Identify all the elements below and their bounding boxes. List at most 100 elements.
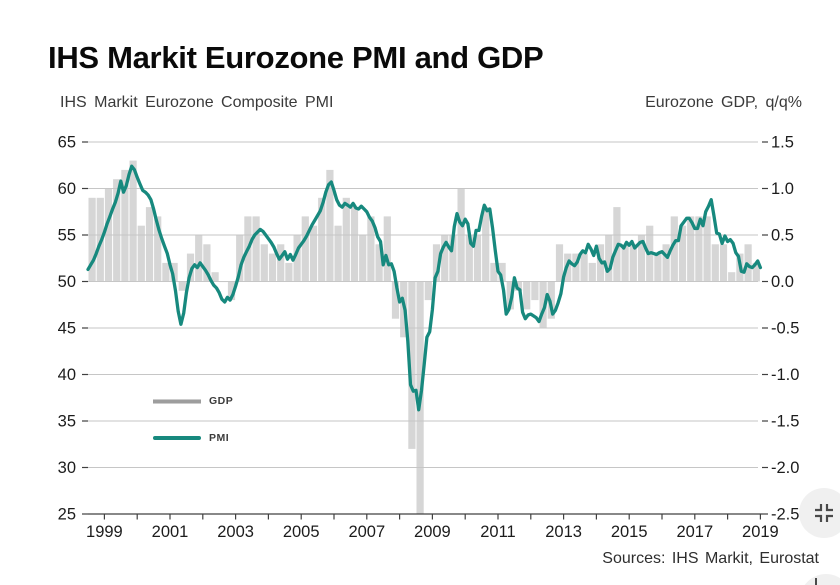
gdp-bar (285, 262, 293, 282)
y-left-tick-label: 45 (58, 320, 76, 338)
gdp-bar (227, 281, 236, 301)
gdp-bar (162, 262, 170, 282)
gdp-bar (637, 235, 646, 282)
page-title: IHS Markit Eurozone PMI and GDP (48, 40, 544, 75)
gdp-bar (334, 225, 342, 282)
gdp-bar (318, 197, 326, 282)
gdp-bar (211, 272, 219, 282)
axis-labels: 65 60 55 50 45 40 35 30 25 1.5 1.0 0.5 0.0 -0.5 -1.0 -1… (58, 134, 800, 542)
secondary-action-button[interactable] (800, 574, 840, 585)
x-tick-label: 2017 (676, 523, 713, 541)
gdp-bar (145, 207, 154, 282)
sources-note: Sources: IHS Markit, Eurostat (602, 550, 819, 567)
gdp-bar (154, 216, 162, 282)
gdp-bar (523, 281, 531, 310)
x-tick-label: 2003 (217, 523, 254, 541)
y-left-tick-label: 40 (58, 366, 76, 384)
gdp-bar (482, 207, 490, 282)
x-tick-label: 2005 (283, 523, 320, 541)
x-tick-label: 2019 (742, 523, 779, 541)
y-right-tick-label: -2.0 (771, 459, 799, 477)
gdp-bar (252, 216, 260, 282)
x-tick-label: 2015 (611, 523, 648, 541)
gdp-bar (695, 216, 703, 282)
y-left-tick-label: 35 (58, 413, 76, 431)
gdp-bar (711, 244, 719, 282)
gdp-bar (236, 235, 244, 282)
gdp-bar (260, 244, 268, 282)
gdp-bar (531, 281, 539, 301)
gdp-bar (375, 244, 383, 282)
x-tick-label: 2013 (545, 523, 582, 541)
gdp-bar (670, 216, 678, 282)
gdp-bar (293, 235, 301, 282)
gdp-bar (391, 281, 400, 319)
gdp-bar (514, 281, 523, 291)
gdp-bar (137, 225, 145, 282)
gdp-bar (703, 216, 711, 282)
gdp-bar (621, 244, 629, 282)
left-axis-title: IHS Markit Eurozone Composite PMI (60, 94, 334, 111)
gdp-bar (678, 225, 687, 282)
gdp-bar (572, 253, 580, 282)
y-right-tick-label: -1.0 (771, 366, 799, 384)
gdp-bar (441, 235, 449, 282)
x-tick-label: 2001 (152, 523, 189, 541)
vertical-bar-icon (815, 578, 817, 585)
gdp-bar (555, 244, 564, 282)
x-tick-label: 1999 (86, 523, 123, 541)
pmi-legend-label: PMI (209, 432, 230, 444)
gdp-bar (350, 207, 359, 282)
gdp-bar (654, 253, 662, 282)
gdp-bar (465, 235, 473, 282)
y-right-tick-label: -1.5 (771, 413, 799, 431)
y-right-tick-label: -2.5 (771, 506, 799, 524)
x-tick-label: 2011 (480, 523, 515, 541)
y-right-tick-label: 0.5 (771, 227, 794, 245)
gdp-bar (301, 216, 309, 282)
gdp-bar (580, 253, 588, 282)
y-left-tick-label: 50 (58, 273, 76, 291)
y-left-tick-label: 30 (58, 459, 76, 477)
y-right-tick-label: 1.5 (771, 134, 794, 152)
gdp-bars (88, 160, 760, 514)
gdp-bar (687, 216, 695, 282)
gdp-bar (359, 235, 367, 282)
gdp-bar (473, 235, 482, 282)
gdp-bar (629, 244, 637, 282)
gdp-bar (170, 262, 178, 282)
y-left-tick-label: 55 (58, 227, 76, 245)
gdp-bar (268, 253, 277, 282)
gdp-bar (342, 197, 350, 282)
gdp-bar (195, 235, 203, 282)
gdp-bar (203, 244, 211, 282)
gdp-bar (129, 160, 137, 282)
gdp-bar (498, 262, 506, 282)
legend-row-pmi: PMI (153, 430, 233, 446)
gdp-bar (490, 262, 498, 282)
legend: GDP PMI (153, 393, 233, 467)
right-axis-title: Eurozone GDP, q/q% (645, 94, 802, 111)
gdp-bar (326, 169, 334, 282)
gdp-bar (605, 235, 613, 282)
x-tick-label: 2007 (348, 523, 385, 541)
gdp-legend-swatch (153, 398, 201, 404)
y-left-tick-label: 25 (58, 506, 76, 524)
legend-row-gdp: GDP (153, 393, 233, 409)
gdp-bar (178, 281, 186, 291)
gdp-bar (309, 225, 318, 282)
gdp-bar (186, 253, 195, 282)
y-left-tick-label: 60 (58, 180, 76, 198)
gdp-bar (121, 169, 129, 282)
pmi-line (86, 164, 763, 412)
gdp-bar (449, 235, 457, 282)
exit-fullscreen-button[interactable] (799, 488, 840, 538)
gdp-bar (408, 281, 416, 449)
pmi-legend-swatch (153, 436, 201, 440)
gdp-bar (719, 244, 728, 282)
gdp-bar (752, 262, 760, 282)
x-tick-label: 2009 (414, 523, 451, 541)
gdp-legend-label: GDP (209, 395, 234, 407)
